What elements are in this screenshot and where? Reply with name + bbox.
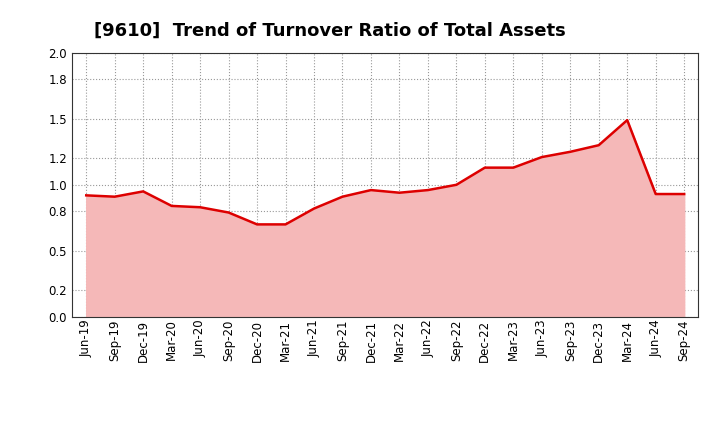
Text: [9610]  Trend of Turnover Ratio of Total Assets: [9610] Trend of Turnover Ratio of Total … — [94, 22, 565, 40]
